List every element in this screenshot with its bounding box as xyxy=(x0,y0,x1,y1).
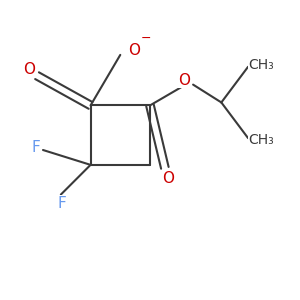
Text: O: O xyxy=(178,73,190,88)
Text: F: F xyxy=(58,196,67,211)
Text: O: O xyxy=(24,62,36,77)
Text: F: F xyxy=(31,140,40,154)
Text: −: − xyxy=(141,32,152,45)
Text: O: O xyxy=(162,171,174,186)
Text: CH₃: CH₃ xyxy=(249,133,274,147)
Text: O: O xyxy=(128,43,140,58)
Text: CH₃: CH₃ xyxy=(249,58,274,72)
